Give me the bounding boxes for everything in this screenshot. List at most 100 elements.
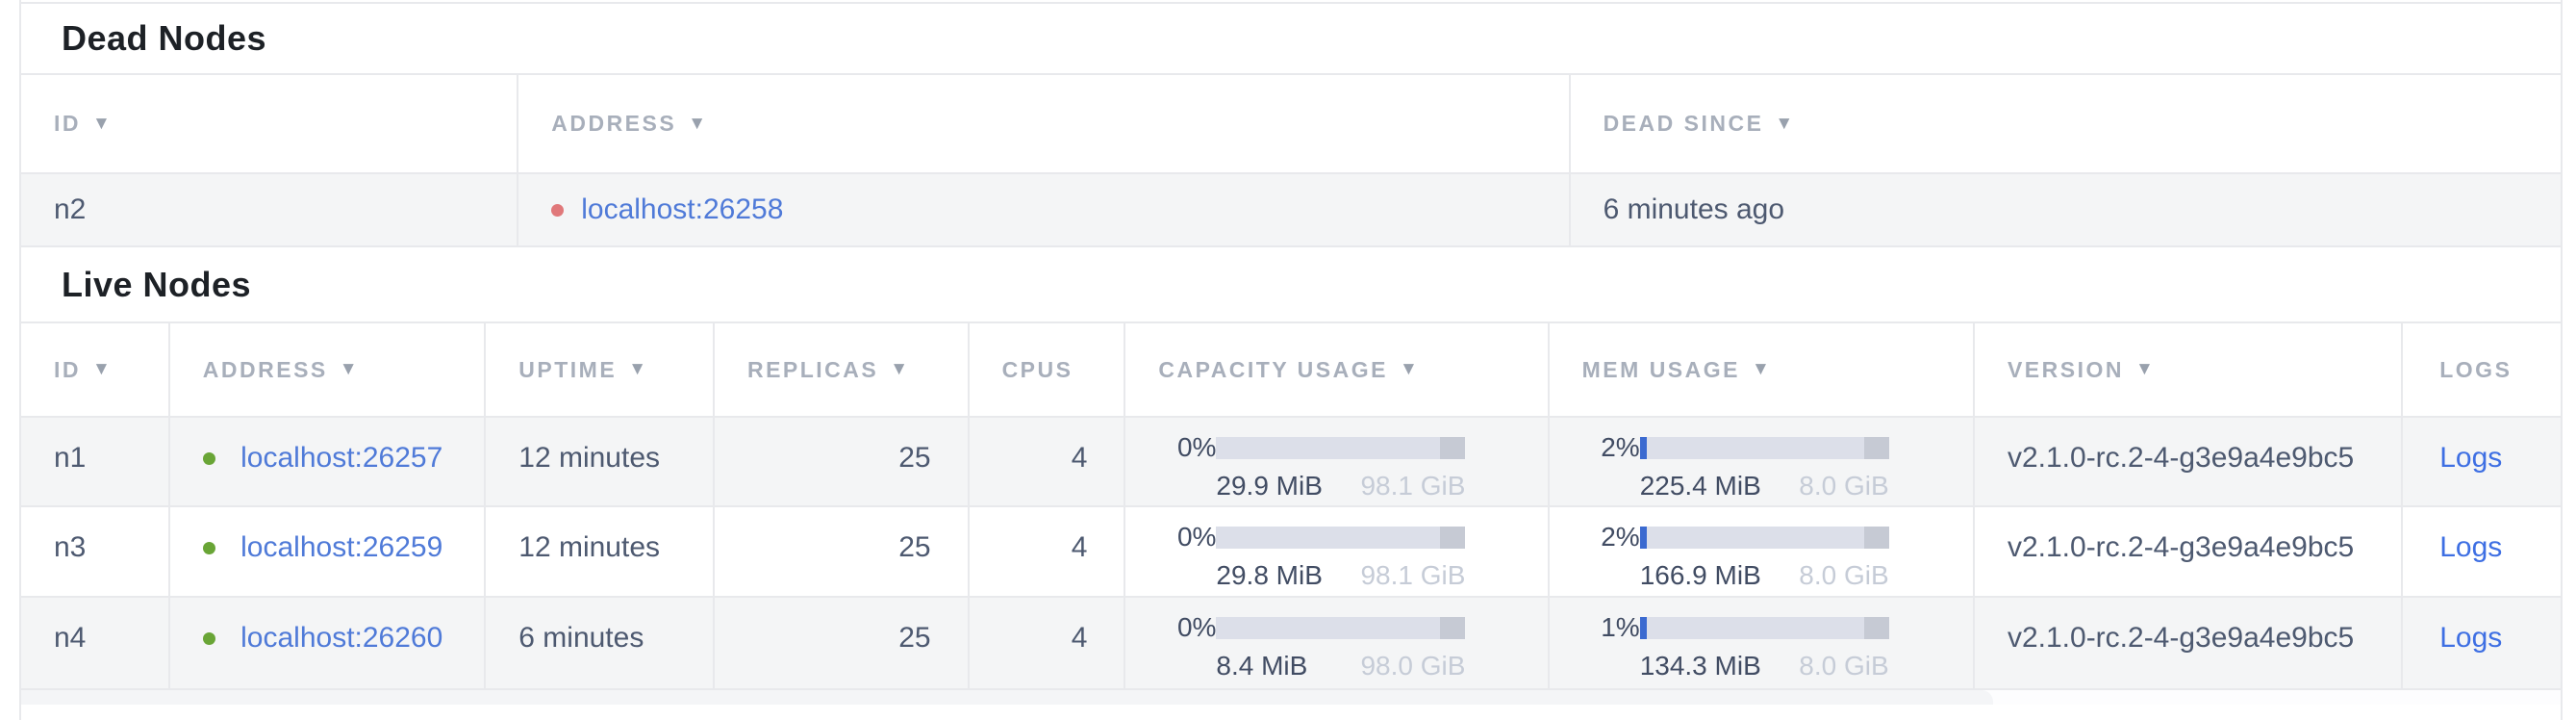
logs-link[interactable]: Logs bbox=[2439, 531, 2503, 563]
usage-bar bbox=[1639, 526, 1889, 549]
sort-desc-icon: ▼ bbox=[2134, 359, 2154, 379]
live-column-header-cpus[interactable]: CPUS bbox=[967, 323, 1124, 416]
live-column-header-uptime[interactable]: UPTIME ▼ bbox=[484, 323, 713, 416]
usage-bar-fill bbox=[1639, 436, 1648, 459]
usage-bar bbox=[1639, 436, 1889, 459]
dead-nodes-table: ID ▼ ADDRESS ▼ DEAD SINCE ▼ n2 localhost… bbox=[21, 75, 2561, 247]
top-divider bbox=[21, 0, 2561, 4]
cell-replicas: 25 bbox=[712, 598, 968, 688]
sort-desc-icon: ▼ bbox=[628, 359, 646, 379]
cell-node-id: n3 bbox=[54, 531, 87, 563]
usage-bar bbox=[1216, 526, 1466, 549]
usage-percent: 0% bbox=[1176, 432, 1217, 462]
live-node-row: n4 localhost:26260 6 minutes 25 4 0% bbox=[21, 598, 2561, 690]
dead-nodes-title: Dead Nodes bbox=[21, 4, 2561, 75]
usage-bar-fill bbox=[1639, 526, 1648, 549]
node-address-link[interactable]: localhost:26257 bbox=[240, 442, 443, 474]
usage-used-value: 29.8 MiB bbox=[1216, 560, 1323, 590]
live-column-header-mem-usage[interactable]: MEM USAGE ▼ bbox=[1547, 323, 1973, 416]
usage-used-value: 29.9 MiB bbox=[1216, 471, 1323, 501]
usage-bar bbox=[1216, 616, 1466, 639]
live-column-header-address[interactable]: ADDRESS ▼ bbox=[167, 323, 485, 416]
live-nodes-table: ID ▼ ADDRESS ▼ UPTIME ▼ REPLICAS ▼ CPUS bbox=[21, 323, 2561, 690]
logs-link[interactable]: Logs bbox=[2439, 622, 2503, 654]
bottom-panel-edge bbox=[21, 690, 2561, 705]
node-address-link[interactable]: localhost:26259 bbox=[240, 531, 443, 563]
usage-total-value: 98.1 GiB bbox=[1360, 560, 1466, 590]
cell-node-address: localhost:26260 bbox=[167, 598, 484, 688]
usage-bar-cap bbox=[1863, 616, 1889, 639]
capacity-usage-meter: 0% 29.8 MiB 98.1 GiB bbox=[1124, 507, 1547, 596]
live-column-header-id[interactable]: ID ▼ bbox=[54, 356, 111, 382]
usage-used-value: 8.4 MiB bbox=[1216, 651, 1308, 681]
capacity-usage-meter: 0% 8.4 MiB 98.0 GiB bbox=[1124, 598, 1547, 688]
usage-total-value: 8.0 GiB bbox=[1799, 560, 1889, 590]
usage-bar-cap bbox=[1863, 526, 1889, 549]
live-table-header-row: ID ▼ ADDRESS ▼ UPTIME ▼ REPLICAS ▼ CPUS bbox=[21, 323, 2561, 418]
cell-node-id: n4 bbox=[54, 622, 87, 654]
live-column-header-replicas[interactable]: REPLICAS ▼ bbox=[712, 323, 968, 416]
live-nodes-title: Live Nodes bbox=[21, 247, 2561, 323]
dead-table-header-row: ID ▼ ADDRESS ▼ DEAD SINCE ▼ bbox=[21, 75, 2561, 174]
sort-desc-icon: ▼ bbox=[1751, 359, 1770, 379]
node-address-link[interactable]: localhost:26258 bbox=[581, 193, 784, 225]
dead-node-row: n2 localhost:26258 6 minutes ago bbox=[21, 174, 2561, 247]
cell-version: v2.1.0-rc.2-4-g3e9a4e9bc5 bbox=[1972, 507, 2401, 596]
usage-percent: 0% bbox=[1176, 522, 1217, 552]
usage-percent: 0% bbox=[1176, 612, 1217, 642]
cell-logs: Logs bbox=[2401, 418, 2561, 505]
sort-desc-icon: ▼ bbox=[1399, 359, 1418, 379]
usage-bar-fill bbox=[1639, 616, 1648, 639]
cell-cpus: 4 bbox=[967, 598, 1124, 688]
section-dead-nodes: Dead Nodes ID ▼ ADDRESS ▼ DEAD SINCE ▼ n… bbox=[21, 4, 2561, 247]
sort-desc-icon: ▼ bbox=[890, 359, 909, 379]
sort-desc-icon: ▼ bbox=[1775, 113, 1794, 134]
usage-used-value: 225.4 MiB bbox=[1639, 471, 1761, 501]
usage-percent: 1% bbox=[1601, 612, 1640, 642]
cell-uptime: 12 minutes bbox=[484, 418, 713, 505]
cell-logs: Logs bbox=[2401, 598, 2561, 688]
cell-replicas: 25 bbox=[712, 507, 968, 596]
live-node-row: n1 localhost:26257 12 minutes 25 4 0% bbox=[21, 418, 2561, 507]
cell-logs: Logs bbox=[2401, 507, 2561, 596]
section-live-nodes: Live Nodes ID ▼ ADDRESS ▼ UPTIME ▼ REPLI… bbox=[21, 247, 2561, 690]
usage-total-value: 8.0 GiB bbox=[1799, 651, 1889, 681]
cell-dead-since: 6 minutes ago bbox=[1568, 174, 2561, 245]
capacity-usage-meter: 0% 29.9 MiB 98.1 GiB bbox=[1124, 418, 1547, 505]
node-status-live-icon bbox=[202, 632, 215, 645]
usage-used-value: 166.9 MiB bbox=[1639, 560, 1761, 590]
cell-node-address: localhost:26259 bbox=[167, 507, 484, 596]
logs-link[interactable]: Logs bbox=[2439, 442, 2503, 474]
cell-node-address: localhost:26257 bbox=[167, 418, 484, 505]
usage-percent: 2% bbox=[1601, 522, 1640, 552]
sort-desc-icon: ▼ bbox=[688, 113, 707, 134]
mem-usage-meter: 2% 166.9 MiB 8.0 GiB bbox=[1547, 507, 1973, 596]
sort-desc-icon: ▼ bbox=[92, 113, 111, 134]
usage-total-value: 98.0 GiB bbox=[1360, 651, 1466, 681]
cell-node-id: n2 bbox=[54, 193, 87, 225]
usage-bar-cap bbox=[1863, 436, 1889, 459]
sort-desc-icon: ▼ bbox=[92, 359, 111, 379]
node-address-link[interactable]: localhost:26260 bbox=[240, 622, 443, 654]
cell-version: v2.1.0-rc.2-4-g3e9a4e9bc5 bbox=[1972, 418, 2401, 505]
live-column-header-capacity-usage[interactable]: CAPACITY USAGE ▼ bbox=[1124, 323, 1547, 416]
usage-used-value: 134.3 MiB bbox=[1639, 651, 1761, 681]
usage-percent: 2% bbox=[1601, 432, 1640, 462]
node-status-dead-icon bbox=[551, 203, 565, 217]
live-column-header-version[interactable]: VERSION ▼ bbox=[1972, 323, 2401, 416]
sort-desc-icon: ▼ bbox=[339, 359, 358, 379]
dead-column-header-dead-since[interactable]: DEAD SINCE ▼ bbox=[1568, 75, 2561, 172]
cell-uptime: 12 minutes bbox=[484, 507, 713, 596]
live-column-header-logs: LOGS bbox=[2401, 323, 2561, 416]
cell-uptime: 6 minutes bbox=[484, 598, 713, 688]
dead-column-header-address[interactable]: ADDRESS ▼ bbox=[517, 75, 1568, 172]
bottom-panel-corner bbox=[21, 690, 1993, 705]
cell-version: v2.1.0-rc.2-4-g3e9a4e9bc5 bbox=[1972, 598, 2401, 688]
cell-node-id: n1 bbox=[54, 442, 87, 474]
live-node-row: n3 localhost:26259 12 minutes 25 4 0% bbox=[21, 507, 2561, 598]
nodes-overview-content: Dead Nodes ID ▼ ADDRESS ▼ DEAD SINCE ▼ n… bbox=[19, 0, 2563, 720]
cell-node-address: localhost:26258 bbox=[517, 174, 1568, 245]
usage-bar bbox=[1216, 436, 1466, 459]
dead-column-header-id[interactable]: ID ▼ bbox=[54, 111, 111, 136]
